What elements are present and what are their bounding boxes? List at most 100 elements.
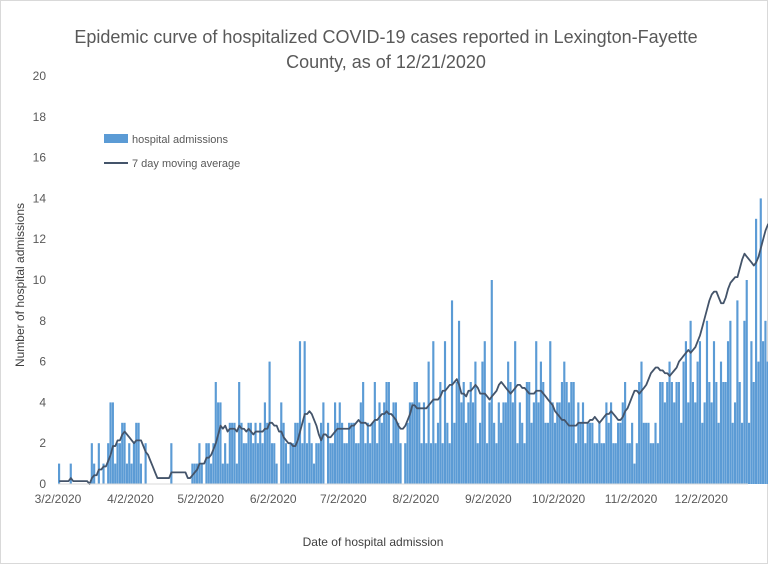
bar-admissions-day-122 [343, 443, 346, 484]
bar-admissions-day-86 [259, 422, 262, 484]
bar-admissions-day-207 [542, 382, 545, 484]
bar-admissions-day-124 [348, 422, 351, 484]
bar-admissions-day-81 [247, 422, 250, 484]
bar-admissions-day-141 [387, 382, 390, 484]
bar-admissions-day-267 [682, 361, 685, 484]
bar-admissions-day-74 [231, 422, 234, 484]
bar-admissions-day-140 [385, 382, 388, 484]
bar-admissions-day-37 [144, 443, 147, 484]
bar-admissions-day-96 [282, 422, 285, 484]
bar-admissions-day-259 [663, 402, 666, 484]
bar-admissions-day-294 [745, 280, 748, 484]
bar-admissions-day-200 [525, 382, 528, 484]
bar-admissions-day-214 [558, 402, 561, 484]
y-tick-label: 0 [39, 477, 46, 491]
bar-admissions-day-180 [479, 422, 482, 484]
bar-admissions-day-274 [698, 341, 702, 484]
y-tick-label: 4 [39, 395, 46, 409]
bar-admissions-day-14 [90, 443, 93, 484]
bar-admissions-day-79 [242, 443, 245, 484]
bar-admissions-day-258 [661, 382, 664, 484]
bar-admissions-day-100 [291, 443, 295, 484]
bar-admissions-day-218 [567, 402, 571, 484]
bar-admissions-day-129 [359, 402, 362, 484]
moving-average-series [59, 223, 768, 485]
bar-admissions-day-158 [427, 361, 430, 484]
bar-admissions-day-88 [263, 402, 266, 484]
bar-admissions-day-177 [472, 402, 475, 484]
bar-admissions-day-149 [406, 422, 409, 484]
x-tick-label: 9/2/2020 [465, 492, 512, 506]
bar-admissions-day-284 [722, 382, 725, 484]
bar-admissions-day-179 [476, 443, 479, 484]
bar-admissions-day-290 [736, 300, 739, 484]
x-tick-label: 10/2/2020 [532, 492, 586, 506]
bar-admissions-day-176 [469, 382, 472, 484]
bar-admissions-day-164 [441, 443, 444, 484]
bar-admissions-day-156 [422, 402, 426, 484]
bar-admissions-day-245 [631, 422, 634, 484]
bar-admissions-day-183 [486, 443, 489, 484]
bar-admissions-day-130 [362, 382, 365, 484]
bar-admissions-day-228 [591, 422, 594, 484]
bar-admissions-day-199 [523, 443, 526, 484]
bar-admissions-day-230 [595, 443, 599, 484]
bar-admissions-day-243 [626, 443, 629, 484]
bar-admissions-day-263 [673, 402, 676, 484]
bar-admissions-day-221 [574, 443, 578, 484]
bar-admissions-day-175 [467, 402, 470, 484]
bar-admissions-day-112 [319, 422, 323, 484]
bar-admissions-day-64 [207, 443, 210, 484]
bar-admissions-day-242 [624, 382, 627, 484]
bar-admissions-day-239 [617, 422, 620, 484]
bar-admissions-day-71 [224, 443, 227, 484]
bar-admissions-day-151 [411, 402, 414, 484]
legend-label-moving-average: 7 day moving average [132, 158, 240, 170]
legend-swatch-hospital-admissions [104, 134, 128, 143]
bar-admissions-day-0 [58, 463, 61, 484]
bar-admissions-day-167 [448, 443, 451, 484]
bar-admissions-day-225 [584, 443, 587, 484]
y-tick-label: 6 [39, 355, 46, 369]
bar-admissions-day-5 [69, 463, 72, 484]
bar-admissions-day-82 [249, 422, 252, 484]
x-tick-label: 8/2/2020 [393, 492, 440, 506]
bar-admissions-day-76 [235, 463, 238, 484]
bar-admissions-day-297 [752, 382, 755, 484]
bar-admissions-day-59 [196, 463, 199, 484]
bar-admissions-day-104 [301, 443, 304, 484]
x-tick-label: 5/2/2020 [177, 492, 224, 506]
bar-admissions-day-266 [680, 422, 683, 484]
bar-admissions-day-246 [633, 463, 636, 484]
bar-admissions-day-70 [221, 463, 224, 484]
x-tick-label: 11/2/2020 [605, 492, 658, 506]
bar-admissions-day-247 [635, 443, 638, 484]
bar-admissions-day-133 [369, 443, 372, 484]
bar-admissions-day-165 [443, 341, 447, 484]
bar-admissions-day-220 [572, 382, 575, 484]
bar-admissions-day-227 [588, 422, 592, 484]
bar-admissions-day-136 [376, 443, 379, 484]
bar-admissions-day-219 [570, 382, 573, 484]
bar-admissions-day-131 [364, 443, 367, 484]
bar-admissions-day-260 [666, 382, 669, 484]
bar-admissions-day-235 [607, 422, 610, 484]
bar-admissions-day-298 [755, 218, 758, 485]
bar-admissions-day-173 [462, 382, 465, 484]
bar-admissions-day-95 [280, 402, 283, 484]
bar-admissions-day-244 [628, 443, 631, 484]
bar-admissions-day-270 [689, 320, 692, 484]
moving-average-line [59, 223, 768, 485]
bar-admissions-day-168 [450, 300, 454, 484]
bar-admissions-day-223 [579, 422, 582, 484]
bar-admissions-day-236 [610, 402, 613, 484]
bar-admissions-day-19 [102, 463, 105, 484]
bar-admissions-day-224 [581, 402, 585, 484]
bar-admissions-day-87 [261, 443, 264, 484]
bar-admissions-day-80 [245, 443, 248, 484]
bar-admissions-day-109 [312, 463, 316, 484]
bar-admissions-day-256 [656, 443, 659, 484]
bar-admissions-day-178 [474, 361, 477, 484]
bar-admissions-day-226 [586, 422, 589, 484]
y-tick-label: 10 [33, 273, 47, 287]
